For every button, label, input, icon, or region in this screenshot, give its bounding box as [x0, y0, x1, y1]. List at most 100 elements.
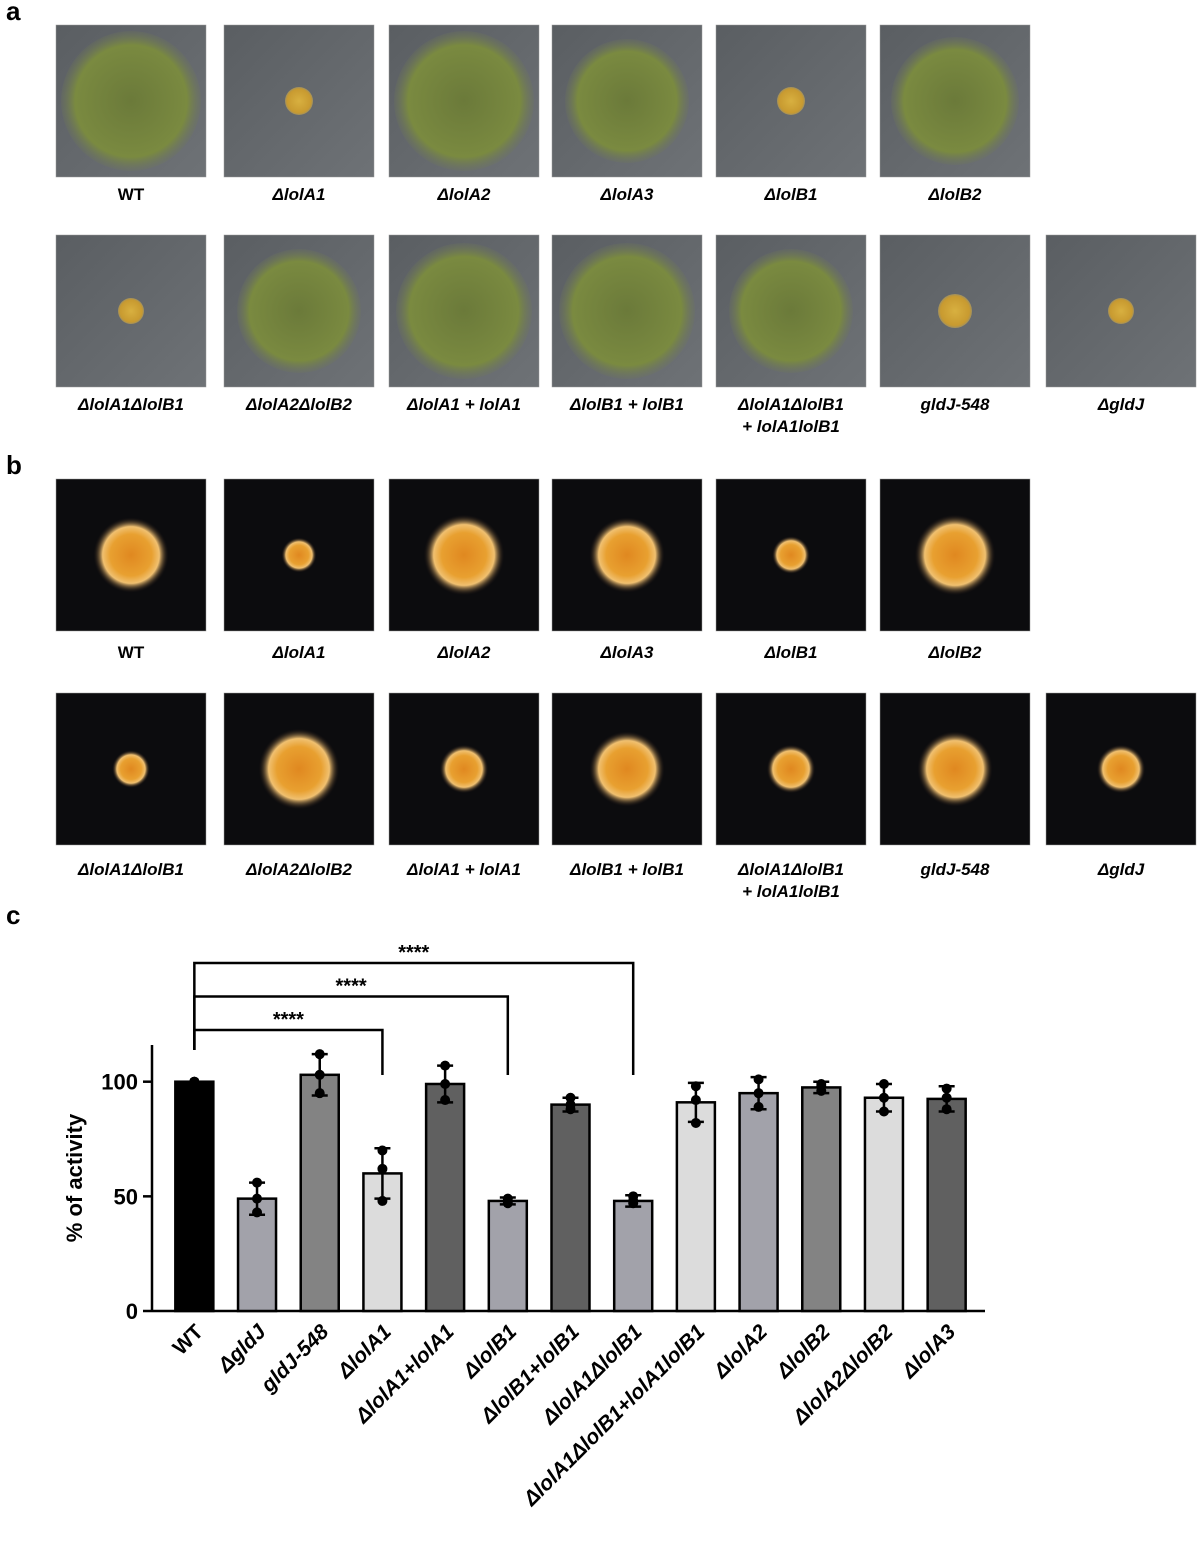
significance-bracket [193, 995, 510, 1075]
colony [423, 514, 505, 596]
caption: ΔlolA1ΔlolB1 + lolA1lolB1 [737, 395, 844, 436]
replicate-point [941, 1083, 952, 1094]
x-tick-label: gldJ-548 [256, 1320, 333, 1397]
x-tick-label: WT [169, 1320, 208, 1359]
colony [772, 536, 810, 574]
y-axis-label: % of activity [62, 1113, 87, 1242]
replicate-point [878, 1092, 889, 1103]
replicate-point [753, 1088, 764, 1099]
colony [285, 87, 313, 115]
x-tick-label: ΔgldJ [213, 1319, 271, 1377]
replicate-point [440, 1078, 451, 1089]
bar [550, 1103, 591, 1313]
bar [926, 1097, 967, 1313]
bar [174, 1080, 215, 1313]
bar [801, 1086, 842, 1313]
panel-label: b [6, 450, 22, 480]
caption: ΔlolB1 + lolB1 [569, 395, 684, 414]
caption: WT [118, 185, 145, 204]
caption: ΔlolB1 [764, 185, 818, 204]
y-tick-label: 50 [114, 1184, 138, 1209]
replicate-point [314, 1088, 325, 1099]
colony [589, 517, 665, 593]
caption: ΔlolA1 [272, 643, 326, 662]
replicate-point [941, 1092, 952, 1103]
replicate-point [628, 1198, 639, 1209]
caption: ΔlolA2ΔlolB2 [245, 395, 352, 414]
caption: ΔlolA1 + lolA1 [406, 395, 521, 414]
colony [281, 537, 317, 573]
colony [237, 249, 361, 373]
x-tick-label: ΔlolB2 [772, 1320, 835, 1383]
replicate-point [377, 1145, 388, 1156]
replicate-point [941, 1104, 952, 1115]
colony [394, 31, 534, 171]
colony [565, 39, 689, 163]
bar [299, 1073, 340, 1313]
bar [612, 1199, 654, 1313]
colony [439, 744, 489, 794]
significance-label: **** [398, 942, 429, 964]
replicate-point [690, 1117, 701, 1128]
x-tick-label: ΔlolB1 [458, 1320, 521, 1383]
caption: gldJ-548 [920, 395, 991, 414]
bar [675, 1101, 717, 1313]
colony [891, 37, 1019, 165]
replicate-point [753, 1101, 764, 1112]
replicate-point [314, 1069, 325, 1080]
bar [487, 1199, 529, 1313]
caption: ΔlolA3 [600, 643, 655, 662]
replicate-point [816, 1085, 827, 1096]
caption: ΔlolB1 [764, 643, 818, 662]
x-tick-label: ΔlolA2 [709, 1320, 772, 1383]
replicate-point [690, 1095, 701, 1106]
significance-label: **** [273, 1009, 304, 1031]
caption: ΔlolA2 [437, 185, 492, 204]
replicate-point [440, 1095, 451, 1106]
replicate-point [878, 1106, 889, 1117]
replicate-point [565, 1092, 576, 1103]
replicate-point [565, 1104, 576, 1115]
caption: ΔgldJ [1097, 395, 1145, 414]
bar [863, 1096, 905, 1313]
significance-bracket [193, 961, 635, 1075]
caption: ΔlolA1ΔlolB1 [77, 395, 184, 414]
plate-photo [55, 478, 207, 632]
significance-bracket [193, 1028, 384, 1075]
replicate-point [690, 1081, 701, 1092]
colony [559, 243, 695, 379]
colony [766, 744, 816, 794]
colony [118, 298, 144, 324]
caption: ΔlolB1 + lolB1 [569, 860, 684, 879]
replicate-point [878, 1078, 889, 1089]
replicate-point [377, 1163, 388, 1174]
bar [424, 1082, 466, 1313]
caption: ΔlolB2 [928, 185, 983, 204]
colony [914, 514, 996, 596]
plate-photo [388, 692, 540, 846]
colony [777, 87, 805, 115]
caption: ΔlolA2ΔlolB2 [245, 860, 352, 879]
colony [729, 249, 853, 373]
x-tick-label: ΔlolA3 [897, 1320, 960, 1383]
replicate-point [502, 1198, 513, 1209]
panel-label: a [6, 0, 21, 26]
panel-label: c [6, 900, 20, 930]
caption: gldJ-548 [920, 860, 991, 879]
replicate-point [189, 1076, 200, 1087]
caption: ΔlolA1ΔlolB1 [77, 860, 184, 879]
caption: ΔgldJ [1097, 860, 1145, 879]
colony [93, 517, 169, 593]
caption: ΔlolA1 + lolA1 [406, 860, 521, 879]
replicate-point [252, 1177, 263, 1188]
caption: ΔlolA1ΔlolB1 + lolA1lolB1 [737, 860, 844, 901]
replicate-point [314, 1049, 325, 1060]
replicate-point [753, 1074, 764, 1085]
significance-label: **** [336, 976, 367, 998]
y-tick-label: 100 [101, 1070, 138, 1095]
colony [589, 731, 665, 807]
caption: ΔlolA2 [437, 643, 492, 662]
colony [917, 731, 993, 807]
colony [258, 728, 340, 810]
